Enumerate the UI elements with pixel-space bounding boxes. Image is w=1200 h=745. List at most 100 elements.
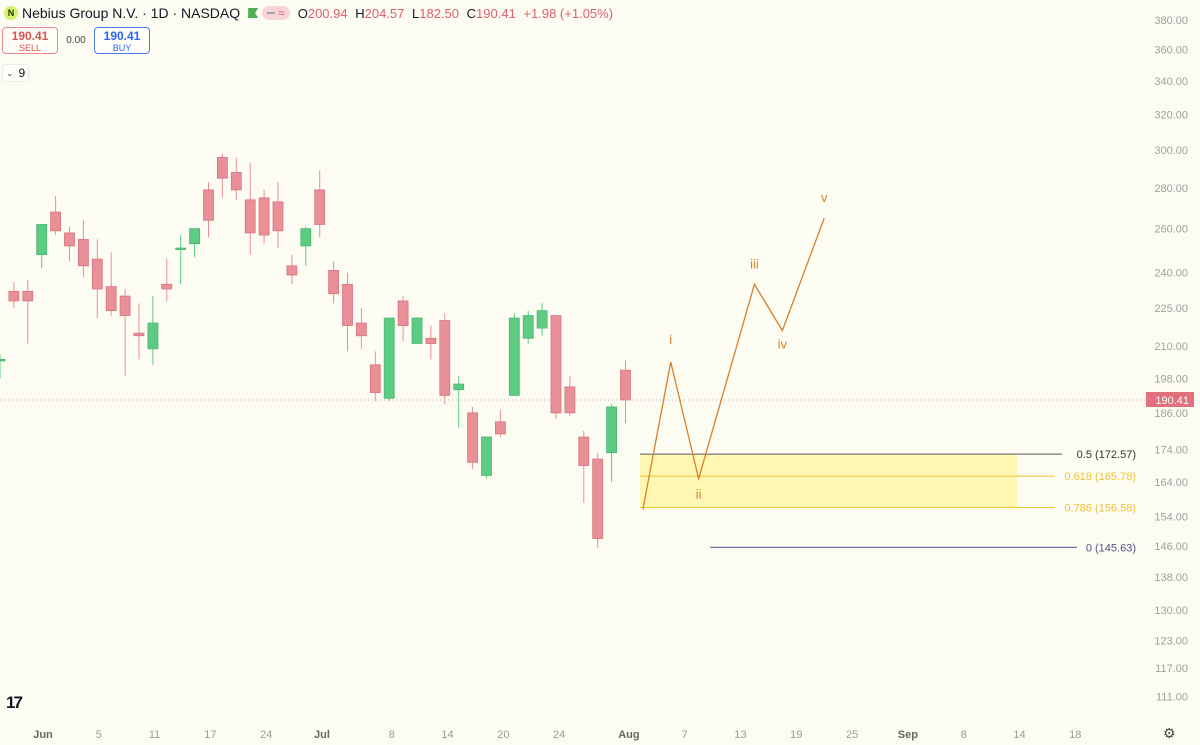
flag-icon[interactable]	[248, 8, 259, 18]
candle	[592, 452, 604, 548]
candle	[189, 228, 201, 257]
tradingview-logo-icon[interactable]: 17	[6, 693, 23, 712]
price-tick-label: 186.00	[1154, 408, 1188, 420]
indicator-pill[interactable]: ≈	[262, 6, 290, 20]
buy-price: 190.41	[103, 29, 141, 43]
last-price-tag	[1146, 391, 1194, 407]
candle-body	[508, 317, 520, 396]
fib-label-0: 0 (145.63)	[1086, 542, 1136, 554]
candle-body	[314, 189, 326, 225]
gear-icon[interactable]: ⚙	[1163, 725, 1176, 741]
candle	[36, 224, 48, 269]
candle	[494, 409, 506, 438]
date-tick-label: Jun	[33, 729, 53, 741]
buy-button[interactable]: 190.41 BUY	[94, 27, 150, 54]
candle-body	[453, 383, 465, 391]
ohlc-values: O200.94 H204.57 L182.50 C190.41 +1.98 (+…	[298, 6, 617, 21]
close-value: 190.41	[476, 5, 516, 21]
price-tick-label: 300.00	[1154, 145, 1188, 157]
candle	[78, 220, 89, 278]
date-tick-label: 7	[682, 729, 688, 741]
candlesticks	[0, 153, 631, 548]
candle-body	[328, 270, 340, 295]
open-label: O	[297, 5, 308, 21]
candle	[578, 430, 590, 503]
candle	[258, 189, 270, 244]
price-tick-label: 320.00	[1154, 110, 1188, 122]
fibonacci-zone	[640, 453, 1077, 548]
nebius-logo-icon[interactable]: N	[4, 6, 18, 20]
sell-price: 190.41	[11, 29, 49, 43]
candle	[453, 375, 465, 428]
date-tick-label: 13	[734, 729, 746, 741]
date-tick-label: 8	[389, 729, 395, 741]
candle	[411, 317, 423, 344]
candle-body	[564, 386, 576, 414]
candle	[425, 325, 437, 360]
symbol-title[interactable]: Nebius Group N.V. · 1D · NASDAQ	[22, 5, 241, 21]
date-tick-label: Aug	[618, 729, 639, 741]
price-tick-label: 154.00	[1154, 512, 1188, 524]
candle-body	[620, 369, 631, 401]
date-tick-label: 5	[96, 729, 102, 741]
date-tick-label: 24	[553, 729, 565, 741]
wave-label-ii: ii	[696, 487, 702, 502]
date-tick-label: Sep	[898, 729, 918, 741]
candle	[105, 252, 117, 316]
candle	[161, 259, 173, 301]
candle-body	[606, 406, 617, 454]
candle	[91, 239, 103, 319]
fibonacci-labels: 0.5 (172.57) 0.618 (165.78) 0.786 (156.58)…	[1064, 449, 1136, 554]
candle-body	[355, 322, 367, 337]
low-label: L	[412, 5, 420, 21]
change-value: +1.98 (+1.05%)	[523, 5, 614, 21]
low-value: 182.50	[419, 5, 460, 21]
price-tick-label: 280.00	[1154, 183, 1188, 195]
candle	[508, 313, 520, 396]
candle	[300, 226, 312, 266]
price-tick-label: 380.00	[1154, 15, 1188, 27]
candle-body	[592, 458, 604, 539]
candle	[397, 296, 409, 341]
candle-body	[369, 364, 381, 393]
date-tick-label: 25	[846, 729, 858, 741]
indicators-toggle[interactable]: ⌄ 9	[2, 64, 30, 82]
candle-body	[119, 295, 131, 316]
candle	[64, 226, 75, 262]
candle-body	[203, 189, 214, 221]
wave-label-v: v	[821, 190, 828, 205]
time-axis: Jun 5 11 17 24 Jul 8 14 20 24 Aug 7 13 19 25 Sep 8 14 18	[33, 729, 1081, 741]
candle	[175, 235, 187, 285]
candle	[522, 310, 534, 344]
candle-body	[161, 283, 173, 290]
close-label: C	[466, 5, 477, 21]
candle-body	[147, 322, 159, 350]
candle-body	[230, 172, 242, 191]
candle-body	[397, 300, 409, 326]
high-value: 204.57	[364, 5, 405, 21]
candle	[119, 288, 131, 376]
price-tick-label: 146.00	[1154, 541, 1188, 553]
date-tick-label: 17	[204, 729, 216, 741]
wave-label-i: i	[669, 332, 672, 347]
candle-body	[536, 310, 548, 329]
candle-body	[425, 337, 437, 344]
price-tick-label: 123.00	[1154, 635, 1188, 647]
candle	[203, 182, 214, 238]
date-tick-label: 8	[961, 729, 967, 741]
candle-body	[105, 286, 117, 312]
dash-icon	[267, 12, 276, 14]
last-price-tag-label: 190.41	[1155, 395, 1189, 407]
wave-label-iv: iv	[778, 337, 788, 352]
candle-body	[342, 283, 353, 326]
wave-label-iii: iii	[750, 256, 759, 271]
price-axis: 380.00 360.00 340.00 320.00 300.00 280.00 260.…	[1146, 15, 1194, 704]
candle	[50, 195, 61, 236]
chevron-down-icon: ⌄	[6, 67, 14, 78]
candle-body	[467, 412, 479, 463]
indicator-count: 9	[18, 66, 26, 80]
sell-button[interactable]: 190.41 SELL	[2, 27, 58, 54]
candle-body	[0, 358, 6, 362]
candle-body	[411, 317, 423, 344]
